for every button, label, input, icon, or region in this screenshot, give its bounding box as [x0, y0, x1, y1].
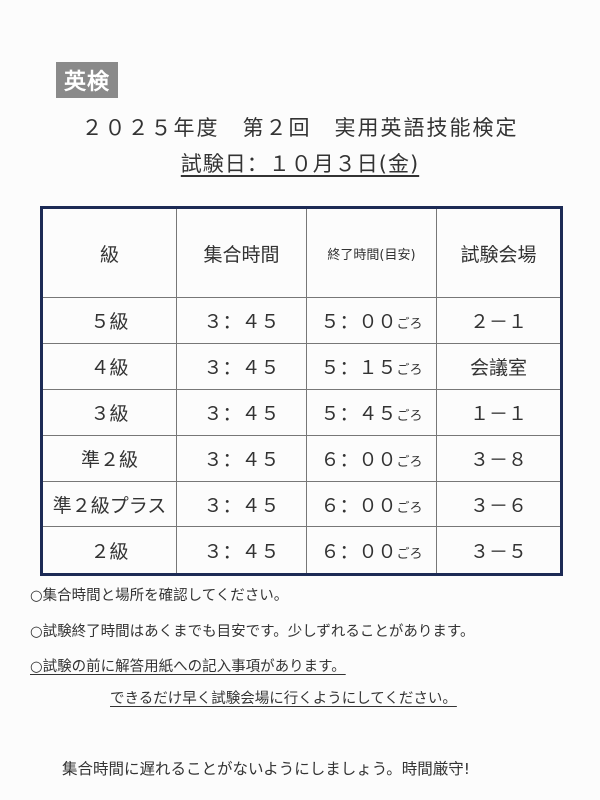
venue-cell: ３－５ — [436, 526, 562, 575]
table-row: 準２級プラス ３：４５ ６：００ごろ ３－６ — [41, 480, 562, 528]
grade-cell: 準２級 — [41, 434, 177, 482]
header-venue: 試験会場 — [436, 206, 562, 299]
eiken-badge: 英検 — [56, 62, 118, 98]
end-time-cell: ６：００ごろ — [306, 526, 437, 575]
grade-cell: ３級 — [41, 388, 177, 436]
gather-time-cell: ３：４５ — [176, 480, 307, 528]
venue-cell: ３－６ — [436, 480, 562, 528]
end-time-cell: ５：１５ごろ — [306, 342, 437, 390]
gather-time-cell: ３：４５ — [176, 434, 307, 482]
gather-time-cell: ３：４５ — [176, 388, 307, 436]
schedule-table: 級 集合時間 終了時間(目安) 試験会場 ５級 ３：４５ ５：００ごろ ２－１ ４… — [40, 206, 563, 576]
end-time-cell: ５：００ごろ — [306, 297, 437, 344]
note-3: ○試験の前に解答用紙への記入事項があります。 — [30, 659, 346, 675]
table-row: ４級 ３：４５ ５：１５ごろ 会議室 — [41, 342, 562, 390]
note-4: できるだけ早く試験会場に行くようにしてください。 — [110, 691, 457, 707]
header-grade: 級 — [41, 206, 177, 299]
header-gather-time: 集合時間 — [176, 206, 307, 299]
end-time: ５：４５ — [320, 402, 397, 425]
venue-cell: 会議室 — [436, 342, 562, 390]
end-time: ５：１５ — [320, 356, 397, 379]
table-row: ５級 ３：４５ ５：００ごろ ２－１ — [41, 297, 562, 344]
approx-suffix: ごろ — [396, 546, 423, 562]
table-row: ３級 ３：４５ ５：４５ごろ １－１ — [41, 388, 562, 436]
footer-message: 集合時間に遅れることがないようにしましょう。時間厳守! — [62, 760, 470, 778]
note-2: ○試験終了時間はあくまでも目安です。少しずれることがあります。 — [30, 624, 475, 640]
approx-suffix: ごろ — [396, 500, 423, 516]
end-time: ５：００ — [320, 311, 397, 334]
grade-cell: ４級 — [41, 342, 177, 390]
end-time-cell: ６：００ごろ — [306, 434, 437, 482]
venue-cell: １－１ — [436, 388, 562, 436]
table-header-row: 級 集合時間 終了時間(目安) 試験会場 — [41, 206, 562, 299]
exam-date-text: 試験日：１０月３日(金) — [180, 152, 420, 176]
venue-cell: ３－８ — [436, 434, 562, 482]
table-row: 準２級 ３：４５ ６：００ごろ ３－８ — [41, 434, 562, 482]
end-time-cell: ５：４５ごろ — [306, 388, 437, 436]
note-1: ○集合時間と場所を確認してください。 — [30, 588, 289, 604]
approx-suffix: ごろ — [396, 454, 423, 470]
grade-cell: ２級 — [41, 526, 177, 575]
approx-suffix: ごろ — [396, 408, 423, 424]
gather-time-cell: ３：４５ — [176, 297, 307, 344]
grade-cell: ５級 — [41, 297, 177, 344]
gather-time-cell: ３：４５ — [176, 526, 307, 575]
venue-cell: ２－１ — [436, 297, 562, 344]
approx-suffix: ごろ — [396, 362, 423, 378]
table-row: ２級 ３：４５ ６：００ごろ ３－５ — [41, 526, 562, 575]
approx-suffix: ごろ — [396, 317, 423, 333]
document-title: ２０２５年度 第２回 実用英語技能検定 — [81, 116, 519, 140]
grade-cell: 準２級プラス — [41, 480, 177, 528]
exam-date: 試験日：１０月３日(金) — [0, 148, 600, 178]
end-time: ６：００ — [320, 494, 397, 517]
end-time-cell: ６：００ごろ — [306, 480, 437, 528]
header-end-time: 終了時間(目安) — [306, 206, 437, 299]
end-time: ６：００ — [320, 540, 397, 563]
gather-time-cell: ３：４５ — [176, 342, 307, 390]
end-time: ６：００ — [320, 448, 397, 471]
